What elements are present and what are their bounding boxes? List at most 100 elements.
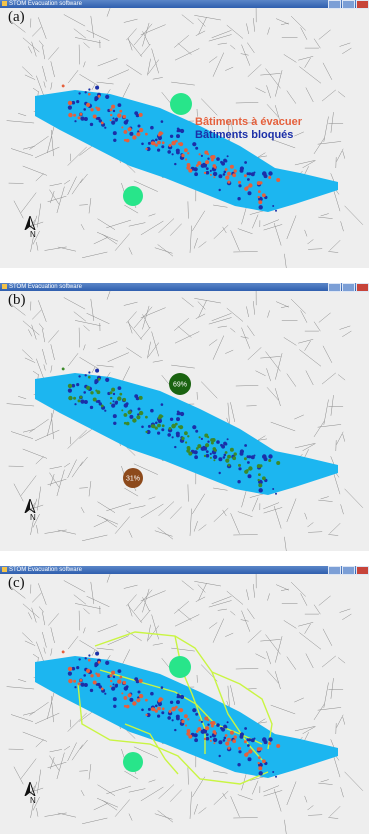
shelter-north[interactable]	[170, 93, 192, 115]
road-segment	[106, 786, 131, 794]
building-marker	[213, 172, 217, 176]
road-segment	[331, 112, 334, 133]
building-marker	[126, 139, 130, 143]
shelter-south[interactable]	[123, 186, 143, 206]
road-segment	[38, 583, 46, 605]
building-marker	[157, 141, 161, 145]
road-segment	[298, 56, 313, 60]
road-segment	[276, 19, 289, 25]
road-segment	[70, 720, 71, 728]
road-segment	[68, 353, 78, 366]
road-segment	[308, 249, 322, 250]
building-marker	[244, 444, 247, 447]
shelter-south[interactable]	[123, 752, 143, 772]
building-marker	[128, 410, 132, 414]
building-marker	[230, 731, 234, 735]
building-marker	[167, 150, 171, 154]
building-marker	[111, 671, 115, 675]
building-marker	[238, 464, 241, 467]
building-marker	[254, 172, 256, 174]
road-segment	[159, 785, 175, 799]
road-segment	[97, 365, 114, 367]
building-marker	[124, 130, 128, 134]
building-marker	[204, 151, 208, 155]
road-segment	[324, 683, 329, 708]
map-view[interactable]	[0, 574, 369, 834]
road-segment	[89, 198, 91, 213]
road-segment	[134, 590, 152, 611]
building-marker	[170, 701, 173, 704]
road-segment	[80, 74, 99, 86]
building-marker	[85, 657, 87, 659]
road-segment	[322, 656, 336, 667]
building-marker	[244, 187, 248, 191]
road-segment	[68, 743, 77, 762]
road-segment	[225, 633, 233, 637]
building-marker	[207, 724, 209, 726]
building-marker	[201, 438, 203, 440]
building-marker	[73, 680, 76, 683]
road-segment	[170, 790, 182, 802]
road-segment	[25, 641, 35, 646]
road-segment	[75, 603, 101, 608]
building-marker	[227, 155, 229, 157]
building-marker	[213, 455, 217, 459]
building-marker	[104, 127, 106, 129]
building-marker	[150, 692, 154, 696]
road-segment	[248, 64, 261, 77]
road-segment	[287, 216, 296, 240]
building-marker	[201, 164, 205, 168]
building-marker	[97, 673, 101, 677]
building-marker	[248, 466, 252, 470]
building-marker	[210, 453, 212, 455]
road-segment	[214, 508, 228, 522]
road-segment	[268, 27, 270, 34]
building-marker	[240, 732, 244, 736]
building-marker	[90, 108, 93, 111]
building-marker	[162, 424, 165, 427]
road-segment	[298, 339, 313, 343]
road-segment	[318, 217, 332, 219]
road-segment	[330, 240, 341, 250]
road-segment	[231, 796, 240, 817]
road-segment	[28, 329, 32, 336]
building-marker	[113, 139, 116, 142]
road-segment	[256, 654, 266, 659]
building-marker	[93, 115, 97, 119]
road-segment	[57, 470, 65, 496]
road-segment	[33, 88, 39, 92]
building-marker	[79, 396, 82, 399]
road-segment	[248, 630, 261, 643]
building-marker	[161, 132, 163, 134]
road-segment	[276, 585, 289, 591]
building-marker	[124, 120, 128, 124]
road-segment	[81, 507, 84, 513]
road-segment	[343, 151, 345, 159]
building-marker	[110, 119, 112, 121]
building-marker	[268, 737, 272, 741]
building-marker	[248, 191, 252, 195]
road-segment	[343, 717, 345, 725]
building-marker	[184, 431, 188, 435]
road-segment	[330, 806, 341, 816]
road-segment	[175, 332, 199, 344]
road-segment	[291, 582, 306, 596]
building-marker	[101, 688, 104, 691]
map-view[interactable]: 69% 31%	[0, 291, 369, 551]
road-segment	[196, 31, 205, 36]
building-marker	[179, 708, 183, 712]
building-marker	[172, 436, 174, 438]
building-marker	[139, 411, 143, 415]
road-segment	[92, 367, 95, 373]
road-segment	[48, 613, 59, 625]
map-view[interactable]	[0, 8, 369, 268]
shelter-north[interactable]	[169, 656, 191, 678]
building-marker	[74, 403, 76, 405]
building-marker	[83, 108, 86, 111]
building-marker	[158, 699, 161, 702]
building-marker	[258, 190, 261, 193]
building-marker	[172, 153, 174, 155]
road-segment	[199, 17, 207, 34]
road-segment	[342, 331, 351, 337]
road-segment	[227, 25, 243, 38]
